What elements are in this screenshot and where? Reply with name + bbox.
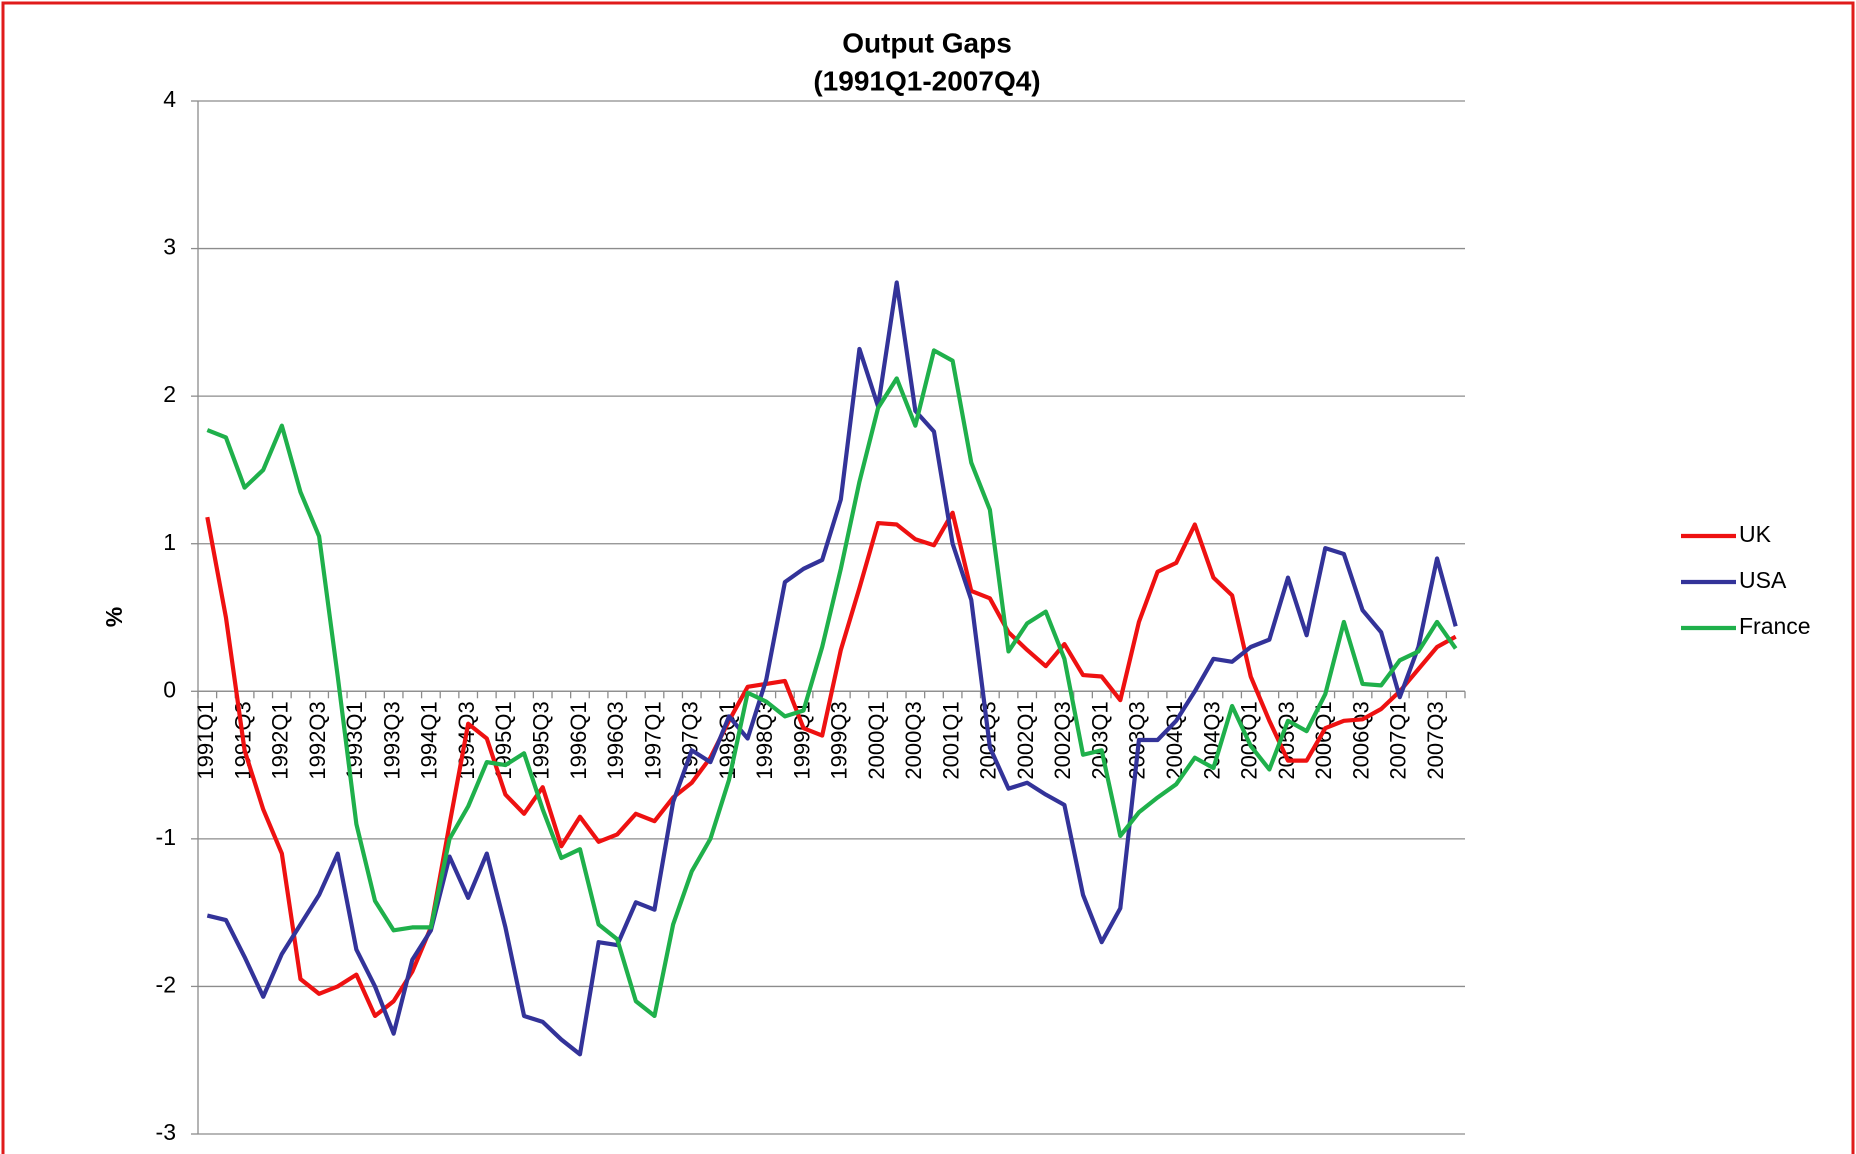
legend-label: UK <box>1739 521 1772 547</box>
x-tick-label: 1993Q3 <box>379 701 404 779</box>
y-tick-label: 1 <box>163 529 176 555</box>
y-tick-label: -2 <box>156 972 176 998</box>
x-tick-label: 1991Q1 <box>193 701 218 779</box>
y-tick-label: 3 <box>163 234 176 260</box>
x-tick-label: 1996Q3 <box>603 701 628 779</box>
series-line <box>205 510 1457 1019</box>
x-tick-label: 2002Q3 <box>1050 701 1075 779</box>
y-axis-label: % <box>101 607 127 627</box>
chart-subtitle: (1991Q1-2007Q4) <box>813 65 1040 96</box>
x-tick-label: 2002Q1 <box>1013 701 1038 779</box>
y-tick-label: 4 <box>163 86 176 112</box>
x-tick-label: 2003Q1 <box>1087 701 1112 779</box>
x-tick-label: 1994Q1 <box>417 701 442 779</box>
x-tick-label: 2007Q1 <box>1386 701 1411 779</box>
x-tick-label: 1992Q3 <box>305 701 330 779</box>
y-tick-label: 2 <box>163 381 176 407</box>
y-tick-label: -1 <box>156 824 176 850</box>
x-tick-label: 2004Q1 <box>1162 701 1187 779</box>
x-tick-label: 1997Q1 <box>640 701 665 779</box>
series-line <box>206 280 1458 1057</box>
x-tick-label: 1997Q3 <box>678 701 703 779</box>
x-tick-label: 2000Q3 <box>901 701 926 779</box>
legend-label: USA <box>1739 567 1787 593</box>
x-tick-label: 1996Q1 <box>566 701 591 779</box>
y-tick-label: 0 <box>163 676 176 702</box>
x-tick-label: 2000Q1 <box>864 701 889 779</box>
x-tick-label: 1992Q1 <box>268 701 293 779</box>
legend-label: France <box>1739 613 1811 639</box>
series-line <box>206 348 1458 1019</box>
y-tick-label: -3 <box>156 1119 176 1145</box>
x-tick-label: 2007Q3 <box>1423 701 1448 779</box>
chart-title: Output Gaps <box>842 27 1012 58</box>
x-tick-label: 1995Q3 <box>529 701 554 779</box>
x-tick-label: 2001Q1 <box>938 701 963 779</box>
x-tick-label: 1999Q3 <box>827 701 852 779</box>
